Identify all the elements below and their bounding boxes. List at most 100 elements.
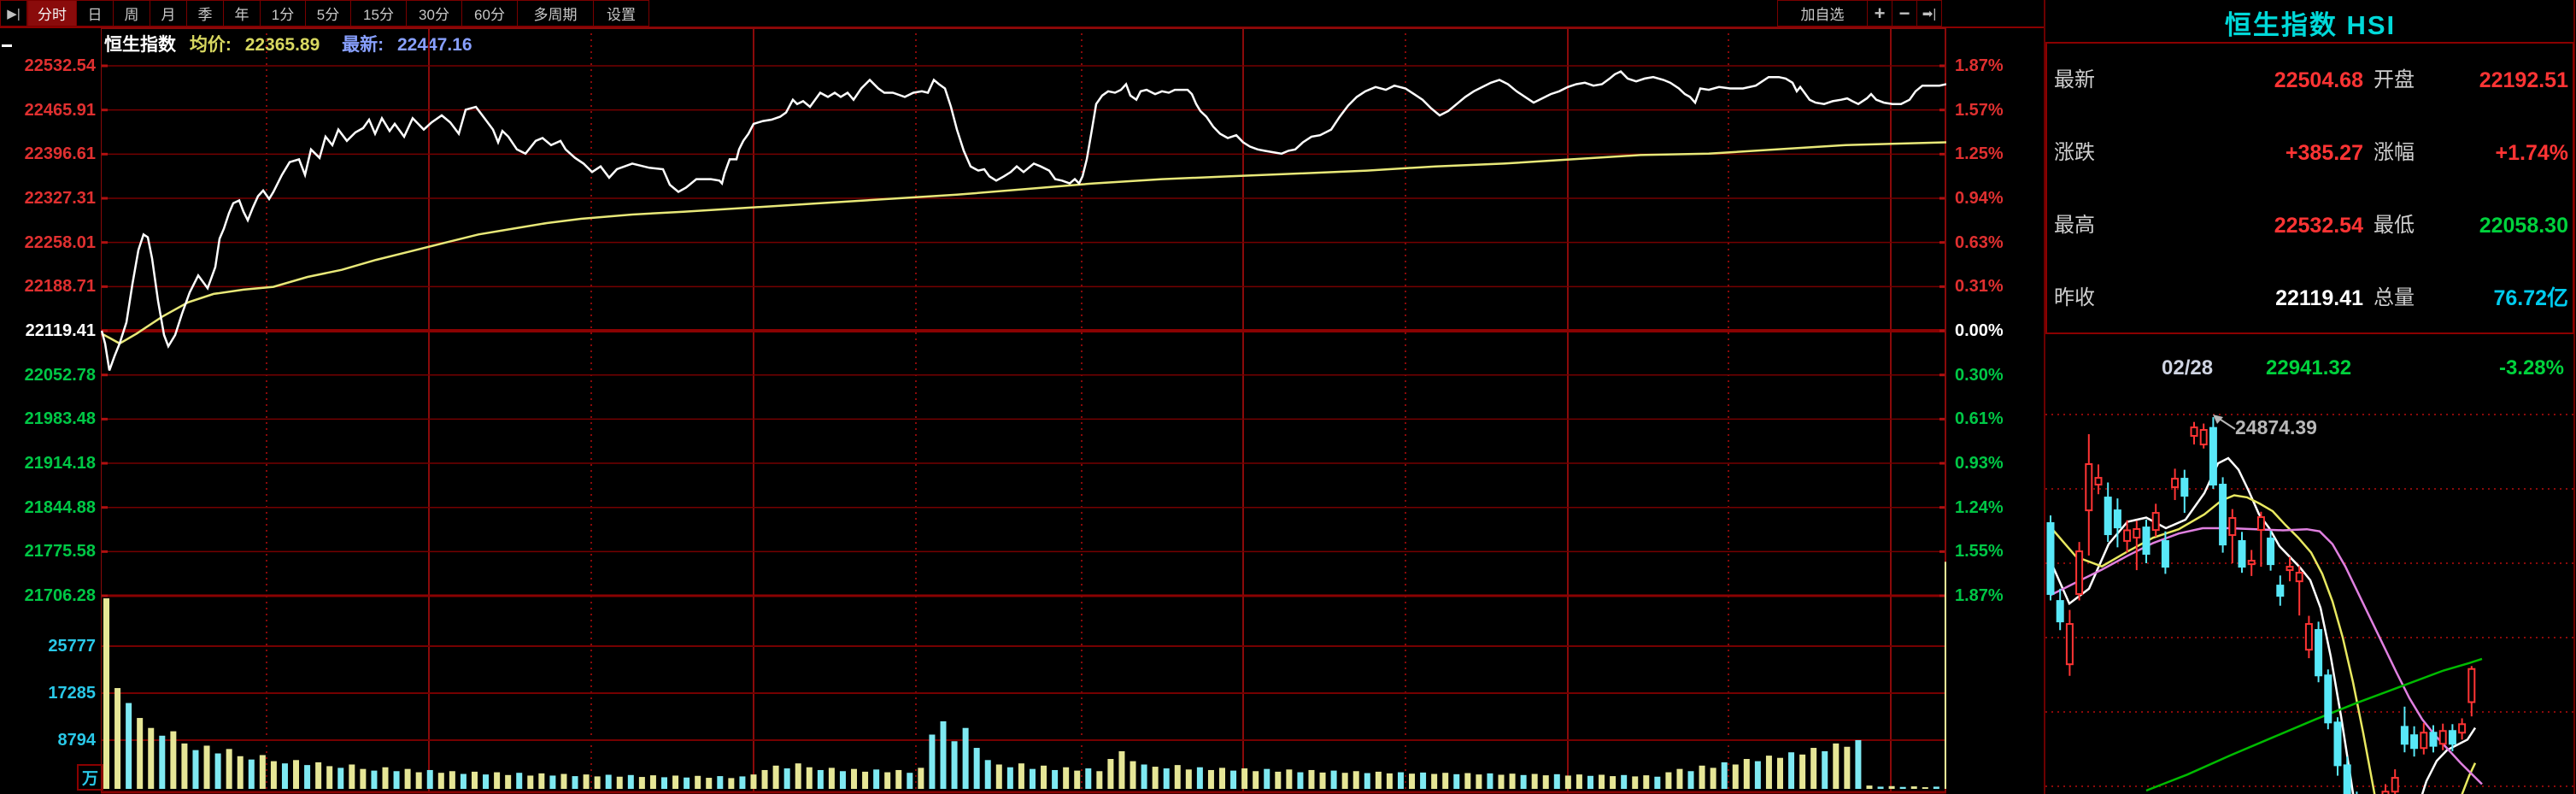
volume-bar	[583, 774, 590, 789]
volume-bar	[148, 727, 155, 789]
volume-bar	[728, 778, 735, 789]
candle	[2085, 463, 2093, 512]
candle	[2142, 526, 2151, 556]
tab-日[interactable]: 日	[77, 0, 114, 26]
volume-bar	[951, 741, 958, 789]
volume-bar	[817, 769, 824, 789]
quote-label: 开盘	[2374, 68, 2415, 91]
volume-bar	[326, 766, 333, 789]
pct-axis-label: 0.31%	[1955, 277, 2004, 297]
quote-value: 22192.51	[2479, 68, 2568, 92]
ma-green	[2145, 657, 2483, 792]
candle	[2256, 516, 2265, 532]
tab-周[interactable]: 周	[114, 0, 150, 26]
volume-bar	[449, 771, 455, 789]
volume-bar	[483, 774, 490, 789]
quote-value: 22119.41	[2275, 286, 2363, 310]
volume-bar	[494, 772, 501, 789]
tab-15分[interactable]: 15分	[351, 0, 407, 26]
volume-bar	[772, 765, 779, 789]
volume-bar	[1866, 785, 1873, 789]
volume-bar	[1341, 773, 1348, 789]
volume-bar	[1699, 765, 1705, 789]
volume-bar	[293, 760, 300, 789]
volume-bar	[426, 769, 433, 789]
add-watchlist-button[interactable]: 加自选	[1777, 0, 1868, 26]
candle	[2104, 497, 2112, 536]
tab-60分[interactable]: 60分	[462, 0, 518, 26]
volume-bar	[1487, 773, 1493, 789]
volume-bar	[1297, 772, 1304, 789]
volume-bar	[1130, 761, 1136, 789]
volume-bar	[717, 776, 724, 789]
quote-value: 76.72亿	[2493, 286, 2568, 310]
volume-bar	[393, 771, 400, 789]
volume-bar	[750, 774, 757, 789]
volume-bar	[1777, 757, 1783, 789]
zoom-out-icon[interactable]: −	[1892, 0, 1917, 26]
volume-bar	[594, 776, 601, 789]
cursor-close: 22941.32	[2266, 356, 2352, 379]
volume-bar	[1553, 773, 1560, 789]
candle	[2238, 540, 2246, 568]
tab-30分[interactable]: 30分	[407, 0, 462, 26]
tab-年[interactable]: 年	[224, 0, 261, 26]
candle	[2113, 509, 2121, 529]
volume-bar	[259, 755, 266, 789]
volume-bar	[1230, 770, 1237, 789]
volume-bar	[505, 774, 512, 789]
volume-bar	[1196, 767, 1203, 789]
quote-label: 最低	[2374, 214, 2415, 237]
last-price-label: 最新: 22447.16	[342, 35, 472, 55]
candle	[2343, 764, 2351, 794]
price-axis-label: 21844.88	[24, 497, 96, 517]
quote-label: 最新	[2054, 68, 2095, 91]
volume-bar	[1899, 786, 1906, 789]
candle	[2133, 527, 2141, 539]
collapse-panel-icon[interactable]: ▶|	[0, 0, 27, 26]
candle	[2228, 517, 2237, 537]
volume-bar	[1397, 772, 1404, 789]
expand-panel-icon[interactable]: ➡|	[1917, 0, 1942, 26]
volume-bar	[281, 763, 288, 789]
volume-bar	[1833, 743, 1840, 789]
quote-row: 最新 22504.68 开盘 22192.51	[2047, 68, 2573, 93]
volume-bar	[684, 777, 690, 789]
tab-多周期[interactable]: 多周期	[518, 0, 594, 26]
volume-bar	[1319, 772, 1326, 789]
tab-分时[interactable]: 分时	[27, 0, 77, 26]
volume-bar	[248, 759, 255, 789]
tab-季[interactable]: 季	[187, 0, 224, 26]
quote-value: +385.27	[2285, 141, 2363, 165]
volume-bar	[126, 703, 132, 789]
volume-bar	[962, 727, 969, 789]
volume-bar	[839, 771, 846, 789]
price-axis-label: 21775.58	[24, 542, 96, 562]
volume-axis-label: 25777	[48, 637, 96, 656]
volume-bar	[1476, 774, 1482, 789]
tab-5分[interactable]: 5分	[306, 0, 351, 26]
tab-1分[interactable]: 1分	[261, 0, 306, 26]
volume-bar	[1665, 772, 1672, 789]
tab-月[interactable]: 月	[150, 0, 187, 26]
volume-bar	[1074, 770, 1081, 789]
volume-bar	[471, 771, 478, 789]
pct-axis-label: 0.94%	[1955, 189, 2004, 208]
candle	[2324, 674, 2332, 724]
volume-bar	[1922, 787, 1928, 789]
pct-axis-label: 1.87%	[1955, 586, 2004, 606]
daily-candlestick-chart[interactable]	[2045, 385, 2575, 794]
candle	[2333, 721, 2342, 767]
zoom-in-icon[interactable]: +	[1868, 0, 1892, 26]
volume-bar	[1732, 764, 1739, 789]
panel-divider	[2044, 0, 2045, 794]
volume-bar	[940, 720, 947, 789]
volume-bar	[1564, 775, 1571, 789]
candle	[2065, 623, 2074, 666]
volume-bar	[783, 768, 790, 789]
volume-bar	[1364, 773, 1370, 789]
tab-设置[interactable]: 设置	[594, 0, 649, 26]
candle	[2209, 426, 2217, 486]
intraday-chart[interactable]	[101, 27, 1946, 794]
candle	[2467, 668, 2476, 703]
